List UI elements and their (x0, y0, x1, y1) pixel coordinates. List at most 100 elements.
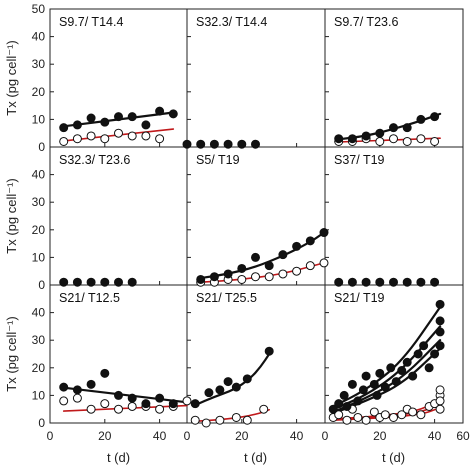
filled-point (375, 277, 385, 287)
filled-point (402, 123, 412, 133)
filled-point (86, 113, 96, 123)
open-point (369, 407, 379, 417)
open-point (59, 396, 69, 406)
filled-point (127, 112, 137, 122)
open-point (100, 134, 110, 144)
filled-point (402, 277, 412, 287)
open-point (100, 399, 110, 409)
y-tick-label: 20 (32, 361, 46, 375)
filled-point (334, 277, 344, 287)
open-point (201, 418, 211, 428)
filled-point (375, 368, 385, 378)
y-tick-label: 10 (32, 388, 46, 402)
filled-point (328, 404, 338, 414)
filled-point (114, 112, 123, 122)
x-tick-label: 0 (322, 429, 329, 443)
open-point (435, 396, 445, 406)
filled-point (127, 393, 137, 403)
filled-point (141, 399, 151, 409)
filled-point (430, 277, 440, 287)
y-tick-label: 30 (32, 195, 46, 209)
open-point (397, 410, 407, 420)
open-point (114, 128, 123, 138)
open-point (334, 410, 344, 420)
fit-line (199, 231, 326, 280)
filled-point (416, 277, 426, 287)
open-point (231, 412, 241, 422)
open-point (319, 258, 329, 268)
open-point (402, 136, 412, 146)
x-tick-label: 60 (456, 429, 470, 443)
outer-frame (49, 8, 464, 424)
open-point (72, 393, 82, 403)
axis-ticks (49, 8, 436, 424)
filled-point (204, 388, 214, 398)
open-point (375, 136, 385, 146)
filled-point (100, 117, 110, 127)
y-tick-label: 0 (38, 140, 45, 154)
panel-label: S21/ T25.5 (196, 291, 257, 305)
filled-point (264, 346, 274, 356)
panel-label: S21/ T12.5 (59, 291, 120, 305)
y-axis-label: Tx (pg cell⁻¹) (4, 316, 19, 391)
filled-point (380, 382, 390, 392)
filled-point (430, 112, 440, 122)
filled-point (435, 327, 445, 337)
y-tick-label: 30 (32, 57, 46, 71)
filled-point (223, 377, 233, 387)
open-point (127, 131, 137, 141)
y-tick-label: 20 (32, 223, 46, 237)
filled-point (419, 341, 429, 351)
filled-point (196, 274, 206, 284)
filled-point (59, 382, 69, 392)
open-point (251, 272, 260, 282)
filled-point (386, 363, 396, 373)
y-tick-label: 30 (32, 333, 46, 347)
filled-point (237, 139, 247, 149)
filled-point (391, 377, 401, 387)
y-axis-label: Tx (pg cell⁻¹) (4, 40, 19, 115)
fit-line (62, 386, 189, 404)
open-point (215, 415, 225, 425)
filled-point (114, 390, 123, 400)
open-point (114, 404, 123, 414)
filled-point (100, 368, 110, 378)
x-axis-label: t (d) (107, 450, 130, 465)
filled-point (114, 277, 123, 287)
filled-point (372, 390, 382, 400)
open-point (237, 274, 247, 284)
filled-point (347, 134, 357, 144)
filled-point (155, 393, 165, 403)
filled-point (278, 250, 288, 260)
filled-point (168, 109, 178, 119)
filled-point (358, 385, 368, 395)
filled-point (424, 363, 434, 373)
open-point (353, 412, 363, 422)
filled-point (435, 316, 445, 326)
filled-point (347, 277, 357, 287)
y-tick-label: 40 (32, 306, 46, 320)
fit-line (62, 404, 188, 412)
y-tick-label: 20 (32, 85, 46, 99)
open-point (155, 404, 165, 414)
filled-point (305, 236, 315, 246)
panel-label: S21/ T19 (334, 291, 385, 305)
open-point (305, 261, 315, 271)
panel-label: S32.3/ T23.6 (59, 153, 130, 167)
open-point (264, 272, 274, 282)
filled-point (59, 277, 69, 287)
filled-point (72, 385, 82, 395)
open-point (86, 404, 96, 414)
open-point (59, 136, 69, 146)
filled-point (369, 379, 379, 389)
open-point (292, 266, 302, 276)
y-tick-label: 10 (32, 112, 46, 126)
filled-point (209, 139, 219, 149)
open-point (416, 410, 426, 420)
open-point (430, 136, 440, 146)
y-tick-label: 40 (32, 30, 46, 44)
open-point (416, 134, 426, 144)
filled-point (402, 357, 412, 367)
open-point (86, 131, 96, 141)
x-axis-label: t (d) (382, 450, 405, 465)
